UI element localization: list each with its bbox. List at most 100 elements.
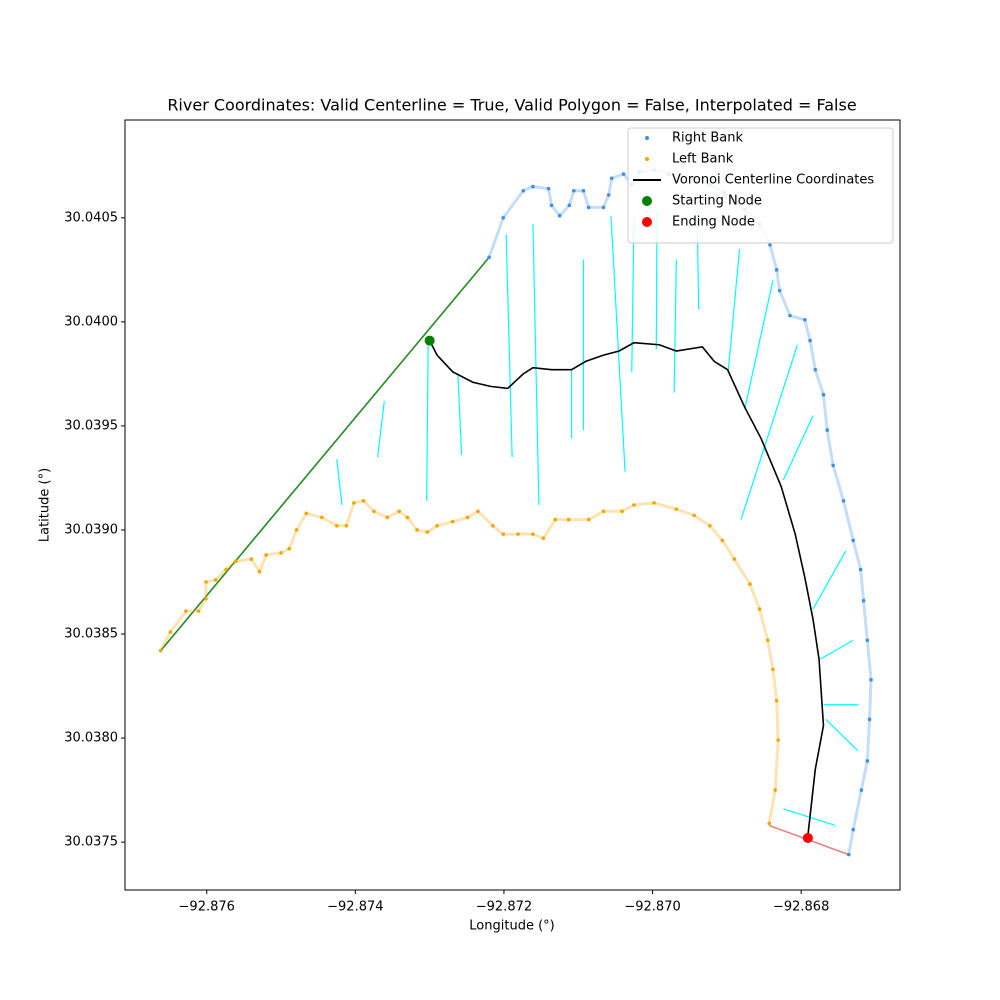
bank-point bbox=[861, 598, 866, 603]
bank-point bbox=[859, 788, 864, 792]
bank-point bbox=[361, 499, 366, 503]
legend-swatch bbox=[645, 157, 649, 161]
bank-point bbox=[748, 582, 752, 586]
x-tick-label: −92.876 bbox=[179, 900, 235, 915]
legend-box bbox=[627, 127, 894, 244]
bank-point bbox=[567, 203, 572, 208]
x-axis-label: Longitude (°) bbox=[469, 919, 554, 934]
axes-frame bbox=[124, 119, 901, 891]
bank-point bbox=[846, 852, 851, 857]
bank-point bbox=[405, 515, 410, 520]
node-point bbox=[802, 832, 813, 843]
legend-label: Voronoi Centerline Coordinates bbox=[672, 173, 874, 188]
bank-point bbox=[385, 515, 390, 520]
bank-point bbox=[841, 499, 846, 503]
legend-swatch bbox=[642, 196, 652, 206]
bank-point bbox=[606, 193, 611, 197]
bank-point bbox=[821, 392, 826, 397]
bank-point bbox=[487, 255, 491, 260]
y-tick-label: 30.0380 bbox=[64, 731, 118, 746]
bank-point bbox=[249, 557, 254, 561]
legend-label: Right Bank bbox=[672, 131, 743, 146]
bank-point bbox=[851, 827, 855, 832]
bank-point bbox=[553, 517, 558, 522]
bank-point bbox=[204, 580, 208, 584]
bank-point bbox=[257, 569, 262, 574]
bank-point bbox=[168, 630, 173, 634]
bank-point bbox=[773, 788, 777, 792]
bank-point bbox=[204, 596, 208, 601]
bank-point bbox=[372, 509, 376, 514]
bank-point bbox=[652, 501, 656, 505]
bank-point bbox=[566, 517, 571, 522]
y-tick-label: 30.0400 bbox=[64, 314, 118, 329]
x-tick-label: −92.868 bbox=[773, 900, 829, 915]
x-tick-label: −92.872 bbox=[476, 900, 532, 915]
bank-point bbox=[557, 213, 562, 218]
legend-swatch bbox=[642, 217, 652, 227]
series-line bbox=[428, 340, 825, 836]
legend: Right Bank Left Bank Voronoi Centerline Co… bbox=[627, 127, 894, 244]
bank-point bbox=[546, 186, 551, 191]
bank-point bbox=[213, 578, 218, 582]
bank-point bbox=[572, 188, 576, 193]
bank-point bbox=[865, 759, 870, 763]
bank-point bbox=[720, 538, 725, 543]
bank-point bbox=[707, 524, 712, 528]
y-tick-label: 30.0390 bbox=[64, 522, 118, 537]
bank-point bbox=[531, 532, 535, 536]
bank-point bbox=[609, 176, 614, 181]
y-tick-label: 30.0385 bbox=[64, 627, 118, 642]
y-axis-label: Latitude (°) bbox=[38, 468, 53, 542]
bank-point bbox=[501, 216, 506, 220]
bank-point bbox=[858, 567, 863, 572]
y-tick-label: 30.0375 bbox=[64, 835, 118, 850]
bank-point bbox=[304, 511, 309, 516]
bank-point bbox=[320, 515, 324, 520]
bank-trace bbox=[159, 499, 780, 824]
bank-point bbox=[692, 513, 696, 518]
bank-point bbox=[476, 509, 480, 514]
segment-lines bbox=[336, 209, 859, 827]
bank-point bbox=[264, 553, 268, 557]
bank-point bbox=[774, 268, 779, 272]
bank-point bbox=[768, 243, 772, 247]
bank-point bbox=[294, 528, 299, 532]
legend-swatch bbox=[645, 136, 649, 140]
bank-point bbox=[620, 509, 624, 514]
bank-point bbox=[586, 517, 591, 522]
bank-point bbox=[788, 313, 792, 318]
bank-point bbox=[287, 546, 292, 551]
bank-point bbox=[549, 203, 554, 208]
bank-point bbox=[435, 524, 439, 528]
bank-point bbox=[632, 503, 636, 507]
bank-point bbox=[765, 638, 770, 643]
bank-point bbox=[465, 515, 470, 520]
bank-point bbox=[601, 205, 606, 210]
bank-point bbox=[813, 367, 818, 372]
bank-point bbox=[601, 509, 606, 514]
node-point bbox=[424, 335, 435, 346]
bank-point bbox=[674, 507, 679, 511]
bank-point bbox=[867, 717, 872, 722]
bank-point bbox=[757, 607, 762, 611]
y-tick-label: 30.0395 bbox=[64, 418, 118, 433]
bank-point bbox=[869, 678, 873, 682]
x-tick-label: −92.870 bbox=[624, 900, 680, 915]
bank-point bbox=[581, 188, 586, 193]
bank-point bbox=[771, 667, 775, 672]
bank-point bbox=[491, 524, 495, 528]
bank-point bbox=[732, 557, 737, 561]
y-tick-label: 30.0405 bbox=[64, 210, 118, 225]
bank-point bbox=[865, 638, 870, 643]
bank-point bbox=[621, 172, 626, 176]
bank-point bbox=[541, 536, 546, 541]
bank-point bbox=[501, 532, 506, 536]
x-tick-label: −92.874 bbox=[327, 900, 383, 915]
bank-point bbox=[531, 184, 535, 189]
legend-label: Left Bank bbox=[672, 152, 734, 167]
legend-label: Ending Node bbox=[672, 215, 755, 230]
bank-point bbox=[825, 428, 829, 432]
bank-point bbox=[851, 538, 855, 543]
